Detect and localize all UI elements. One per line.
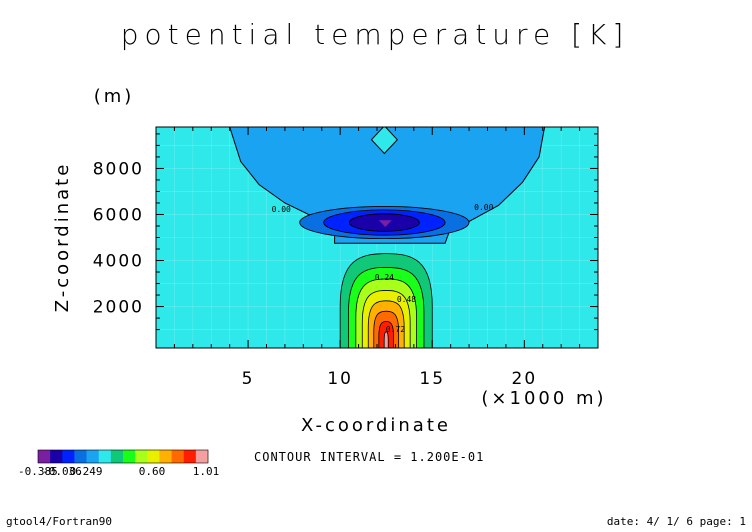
contour-label-4: 0.48: [397, 295, 416, 304]
y-axis-label: Z-coordinate: [52, 162, 73, 313]
colorbar-swatch: [62, 450, 75, 463]
x-axis-label: X-coordinate: [301, 415, 451, 436]
colorbar-tick-label: 0.60: [139, 465, 166, 478]
colorbar-swatch: [74, 450, 87, 463]
colorbar-tick-label: -0.385: [18, 465, 58, 478]
colorbar-swatch: [50, 450, 63, 463]
colorbar-swatch: [38, 450, 51, 463]
y-tick-label: 8000: [93, 159, 144, 179]
colorbar-swatch: [110, 450, 124, 463]
contour-label-5: 0.72: [386, 325, 405, 334]
x-unit-label: (×1000 m): [481, 388, 606, 409]
footer-left: gtool4/Fortran90: [6, 515, 112, 528]
x-tick-label: 10: [327, 369, 353, 389]
top-diamond-feature: [370, 127, 398, 155]
y-tick-label: 2000: [93, 298, 144, 318]
axes: 5 10 15 20 2000 4000 6000 8000: [93, 126, 599, 389]
colorbar-swatch: [135, 450, 148, 463]
colorbar-tick-label: 1.01: [193, 465, 220, 478]
y-tick-label: 6000: [93, 205, 144, 225]
contour-interval-label: CONTOUR INTERVAL = 1.200E-01: [254, 450, 484, 464]
cold-core-peak: [378, 220, 392, 228]
y-unit-label: (m): [94, 86, 135, 107]
x-tick-label: 5: [242, 369, 255, 389]
colorbar-swatch: [86, 450, 100, 463]
cold-region-outer: [229, 127, 546, 244]
colorbar-swatch: [98, 450, 112, 463]
colorbar-frame: [37, 449, 209, 464]
footer-right: date: 4/ 1/ 6 page: 1: [607, 515, 746, 528]
warm-level-8: [383, 331, 389, 348]
colorbar-tick-label: 0.249: [69, 465, 102, 478]
contour-label-1: 0.00: [272, 205, 291, 214]
colorbar-tick-label: -0.036: [42, 465, 82, 478]
colorbar-swatch: [147, 450, 160, 463]
colorbar-swatch: [171, 450, 185, 463]
colorbar-swatch: [159, 450, 172, 463]
y-tick-label: 4000: [93, 252, 144, 272]
chart-title: potential temperature [K]: [121, 18, 630, 51]
field-layer: 0.00 0.00 0.24 0.48 0.72: [156, 127, 598, 348]
colorbar-swatch: [123, 450, 136, 463]
plot-area: 0.00 0.00 0.24 0.48 0.72: [156, 127, 598, 348]
x-tick-label: 20: [512, 369, 538, 389]
contour-label-3: 0.24: [375, 273, 394, 282]
x-tick-label: 15: [419, 369, 445, 389]
colorbar-swatch: [183, 450, 197, 463]
colorbar-swatch: [195, 450, 209, 463]
contour-label-2: 0.00: [474, 203, 493, 212]
